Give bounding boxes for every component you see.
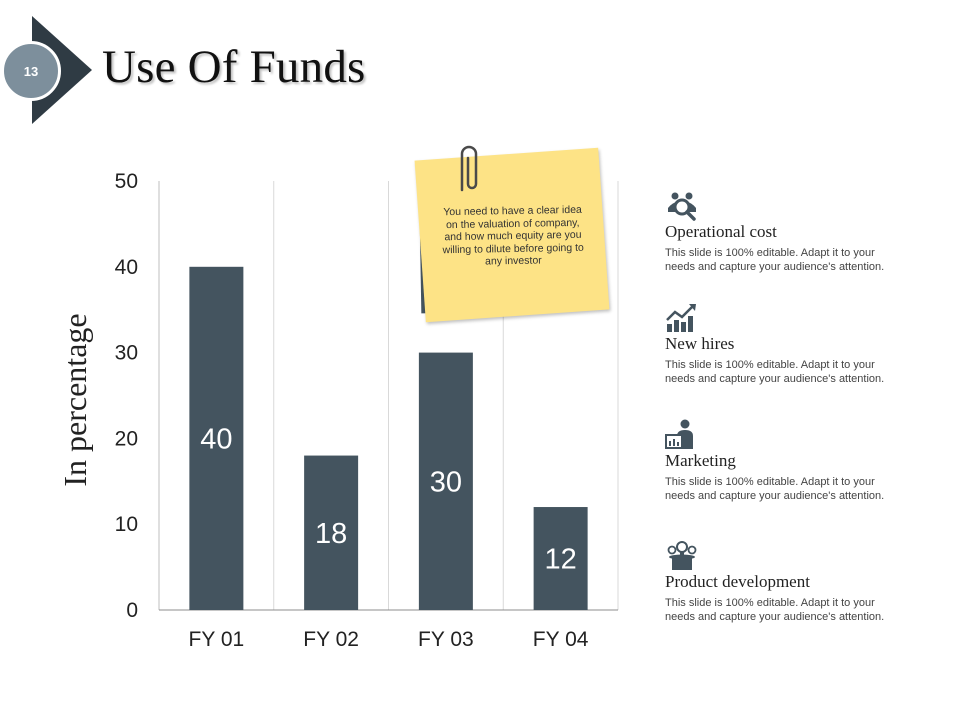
y-tick-label: 40 <box>115 256 138 279</box>
paperclip-icon <box>460 145 478 192</box>
growth-chart-icon <box>666 304 696 332</box>
page-title: Use Of Funds <box>102 41 366 93</box>
slide-number-badge: 13 <box>0 16 110 124</box>
bar-data-label: 12 <box>544 544 576 576</box>
sticky-note-text: You need to have a clear idea on the val… <box>442 203 584 268</box>
bar-data-label: 40 <box>200 423 232 455</box>
chart-data-labels: 40 18 30 12 <box>200 423 577 575</box>
lightbulb-hat-icon <box>667 541 697 570</box>
y-tick-label: 0 <box>126 599 138 622</box>
team-search-icon <box>668 192 696 221</box>
y-axis-label: In percentage <box>57 313 93 486</box>
bar <box>418 352 473 610</box>
feature-description: This slide is 100% editable. Adapt it to… <box>665 476 885 502</box>
feature-title: New hires <box>665 334 735 353</box>
bar <box>189 266 244 610</box>
x-category-label: FY 04 <box>533 628 589 651</box>
y-axis-ticks: 0 10 20 30 40 50 <box>115 170 138 622</box>
x-axis-categories: FY 01 FY 02 FY 03 FY 04 <box>189 628 589 651</box>
sticky-note: You need to have a clear idea on the val… <box>414 145 616 330</box>
x-category-label: FY 03 <box>418 628 474 651</box>
badge-arrow-shape <box>32 16 92 124</box>
presenter-icon <box>665 419 693 449</box>
x-category-label: FY 01 <box>189 628 245 651</box>
y-tick-label: 50 <box>115 170 138 193</box>
bar <box>304 455 359 610</box>
feature-description: This slide is 100% editable. Adapt it to… <box>665 247 885 273</box>
feature-description: This slide is 100% editable. Adapt it to… <box>665 597 885 623</box>
bar <box>533 507 588 610</box>
feature-title: Marketing <box>665 451 736 470</box>
y-tick-label: 30 <box>115 342 138 365</box>
feature-description: This slide is 100% editable. Adapt it to… <box>665 359 885 385</box>
y-tick-label: 20 <box>115 427 138 450</box>
slide-number: 13 <box>1 41 61 101</box>
x-category-label: FY 02 <box>303 628 359 651</box>
chart-bars <box>189 266 588 610</box>
bar-data-label: 18 <box>315 518 347 550</box>
bar-data-label: 30 <box>430 466 462 498</box>
feature-title: Operational cost <box>665 222 777 241</box>
y-tick-label: 10 <box>115 513 138 536</box>
feature-title: Product development <box>665 572 810 591</box>
